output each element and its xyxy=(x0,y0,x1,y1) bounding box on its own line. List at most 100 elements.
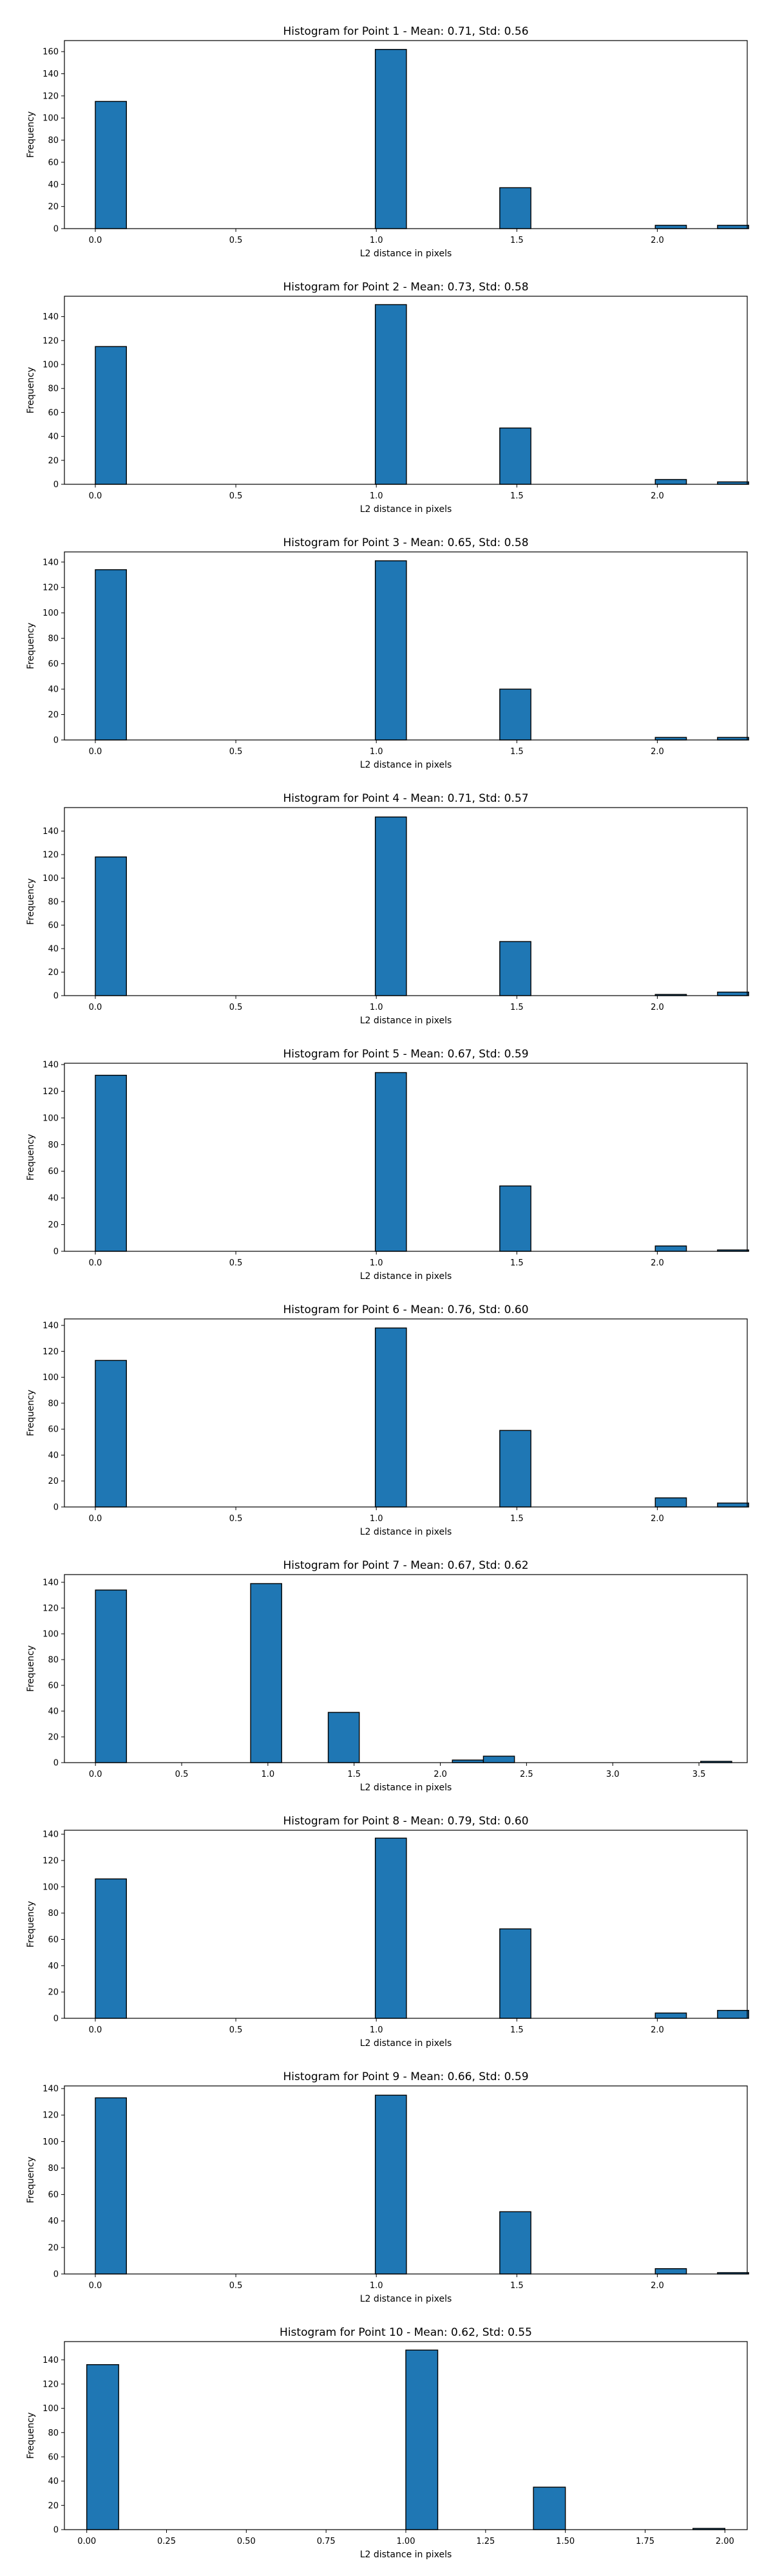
y-axis-label: Frequency xyxy=(26,1390,36,1436)
histogram-bar xyxy=(95,346,127,485)
y-axis-label: Frequency xyxy=(26,1645,36,1692)
x-tick-label: 2.0 xyxy=(651,1514,664,1524)
histogram-bar xyxy=(327,1712,360,1763)
y-axis-label: Frequency xyxy=(26,2412,36,2459)
plot-frame xyxy=(64,40,748,229)
x-tick-label: 0.0 xyxy=(89,2025,102,2035)
x-tick-label: 0.5 xyxy=(229,1003,243,1012)
x-tick-label: 1.5 xyxy=(510,1003,524,1012)
y-tick-label: 140 xyxy=(43,2085,59,2094)
plot-frame xyxy=(64,2085,748,2275)
y-tick-label: 160 xyxy=(43,48,59,57)
histogram-bar xyxy=(533,2486,566,2530)
chart-title: Histogram for Point 2 - Mean: 0.73, Std:… xyxy=(283,281,528,294)
histogram-panel: 0.0 0.5 1.0 1.5 2.0 0 20 40 60 80 100 120 140 Histogr… xyxy=(26,792,749,1026)
histogram-bar xyxy=(374,560,407,741)
histogram-bar xyxy=(95,100,127,229)
x-tick-label: 0.5 xyxy=(229,236,243,245)
y-tick-label: 100 xyxy=(43,2137,59,2147)
y-tick-label: 100 xyxy=(43,874,59,884)
x-tick-label: 2.0 xyxy=(651,236,664,245)
x-tick-label: 1.0 xyxy=(370,2025,383,2035)
x-tick-label: 2.5 xyxy=(520,1770,533,1779)
chart-title: Histogram for Point 4 - Mean: 0.71, Std:… xyxy=(283,792,528,805)
histogram-bar xyxy=(374,304,407,485)
y-tick-label: 120 xyxy=(43,851,59,860)
x-tick-label: 2.0 xyxy=(651,2281,664,2291)
chart-title: Histogram for Point 3 - Mean: 0.65, Std:… xyxy=(283,536,528,549)
plot-frame xyxy=(64,1830,748,2019)
histogram-panel: 0.0 0.5 1.0 1.5 2.0 0 20 40 60 80 100 120 140 Histogr… xyxy=(26,281,749,515)
x-axis-label: L2 distance in pixels xyxy=(360,1016,452,1026)
chart-title: Histogram for Point 10 - Mean: 0.62, Std… xyxy=(280,2326,532,2339)
y-tick-label: 0 xyxy=(53,736,59,746)
x-axis-label: L2 distance in pixels xyxy=(360,2038,452,2049)
y-tick-label: 120 xyxy=(43,1347,59,1357)
y-tick-label: 120 xyxy=(43,1856,59,1866)
y-tick-label: 100 xyxy=(43,361,59,370)
y-tick-label: 60 xyxy=(48,659,59,669)
x-axis-label: L2 distance in pixels xyxy=(360,504,452,515)
histogram-bar xyxy=(95,1359,127,1508)
x-tick-label: 1.0 xyxy=(370,1003,383,1012)
histogram-bar xyxy=(717,1502,749,1508)
histogram-bar xyxy=(405,2349,439,2530)
x-tick-label: 2.0 xyxy=(434,1770,447,1779)
x-tick-label: 1.0 xyxy=(370,2281,383,2291)
y-tick-label: 140 xyxy=(43,1061,59,1070)
x-tick-label: 0.5 xyxy=(229,1258,243,1268)
y-tick-label: 40 xyxy=(48,685,59,695)
plot-frame xyxy=(64,1318,748,1508)
x-tick-label: 0.5 xyxy=(229,747,243,757)
y-tick-label: 80 xyxy=(48,1656,59,1665)
x-tick-label: 1.5 xyxy=(510,747,524,757)
y-tick-label: 100 xyxy=(43,1373,59,1383)
chart-title: Histogram for Point 5 - Mean: 0.67, Std:… xyxy=(283,1048,528,1061)
histogram-bar xyxy=(374,1072,407,1252)
y-tick-label: 100 xyxy=(43,2404,59,2414)
y-tick-label: 0 xyxy=(53,2270,59,2280)
y-tick-label: 20 xyxy=(48,1477,59,1486)
y-tick-label: 40 xyxy=(48,1707,59,1717)
y-tick-label: 20 xyxy=(48,456,59,466)
x-axis-label: L2 distance in pixels xyxy=(360,1271,452,1282)
histogram-bar xyxy=(654,2268,687,2275)
x-tick-label: 1.5 xyxy=(510,1258,524,1268)
x-tick-label: 0.0 xyxy=(89,747,102,757)
x-tick-label: 3.5 xyxy=(692,1770,706,1779)
y-tick-label: 140 xyxy=(43,1321,59,1331)
y-tick-label: 100 xyxy=(43,1630,59,1640)
y-tick-label: 20 xyxy=(48,968,59,978)
histogram-bar xyxy=(86,2364,119,2530)
y-tick-label: 20 xyxy=(48,1220,59,1230)
y-tick-label: 120 xyxy=(43,1087,59,1097)
y-axis-label: Frequency xyxy=(26,2157,36,2203)
y-tick-label: 20 xyxy=(48,2243,59,2253)
chart-title: Histogram for Point 8 - Mean: 0.79, Std:… xyxy=(283,1815,528,1828)
x-axis-label: L2 distance in pixels xyxy=(360,760,452,770)
histogram-panel: 0.0 0.5 1.0 1.5 2.0 0 20 40 60 80 100 120 140 Histogr… xyxy=(26,1815,749,2049)
histogram-bar xyxy=(95,569,127,741)
y-tick-label: 140 xyxy=(43,558,59,567)
chart-title: Histogram for Point 1 - Mean: 0.71, Std:… xyxy=(283,25,528,38)
y-axis-label: Frequency xyxy=(26,1134,36,1180)
x-axis-label: L2 distance in pixels xyxy=(360,2294,452,2304)
y-tick-label: 120 xyxy=(43,91,59,101)
x-axis-label: L2 distance in pixels xyxy=(360,1783,452,1793)
histogram-bar xyxy=(499,427,531,485)
y-tick-label: 40 xyxy=(48,945,59,954)
y-axis-label: Frequency xyxy=(26,878,36,925)
y-tick-label: 20 xyxy=(48,202,59,212)
x-tick-label: 0.25 xyxy=(157,2537,176,2546)
y-tick-label: 0 xyxy=(53,2014,59,2024)
histogram-bar xyxy=(374,1327,407,1508)
histogram-bar xyxy=(374,816,407,996)
y-tick-label: 140 xyxy=(43,1578,59,1588)
x-tick-label: 0.0 xyxy=(89,1003,102,1012)
histogram-bar xyxy=(95,1074,127,1252)
histogram-bar xyxy=(499,941,531,996)
histogram-bar xyxy=(95,2097,127,2275)
x-tick-label: 1.5 xyxy=(510,1514,524,1524)
x-tick-label: 1.5 xyxy=(510,236,524,245)
histogram-bar xyxy=(250,1583,282,1763)
